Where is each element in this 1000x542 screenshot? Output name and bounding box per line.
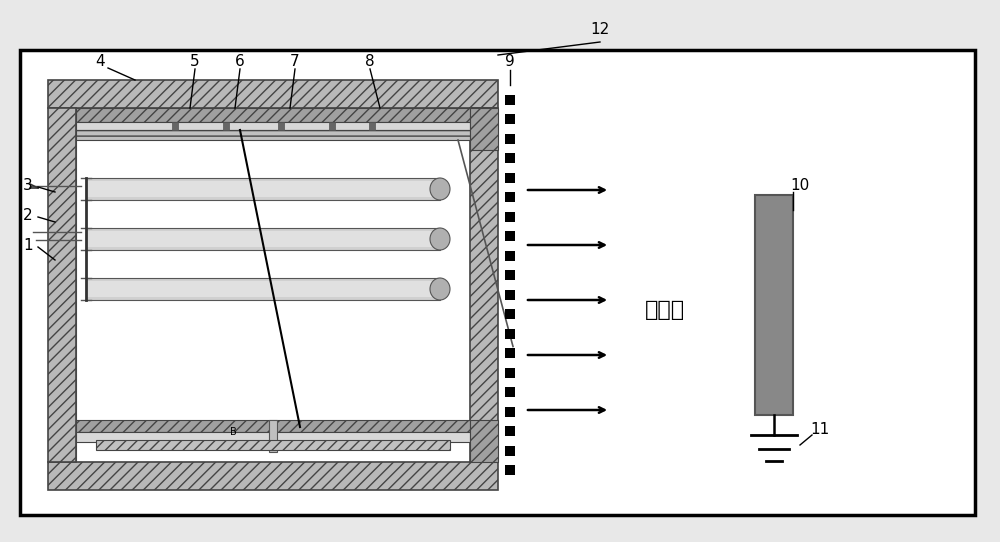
- Bar: [76, 108, 470, 122]
- Bar: [505, 114, 515, 124]
- Bar: [505, 290, 515, 300]
- Bar: [278, 122, 284, 130]
- Bar: [329, 122, 335, 130]
- Text: 9: 9: [505, 55, 515, 69]
- Bar: [48, 80, 498, 108]
- Bar: [172, 122, 178, 130]
- Bar: [755, 195, 793, 415]
- Bar: [505, 212, 515, 222]
- Text: 1: 1: [23, 237, 33, 253]
- Text: 4: 4: [95, 55, 105, 69]
- Bar: [505, 134, 515, 144]
- Text: 8: 8: [365, 55, 375, 69]
- Ellipse shape: [430, 178, 450, 200]
- Bar: [505, 465, 515, 475]
- Text: B: B: [230, 427, 237, 437]
- Bar: [505, 426, 515, 436]
- Bar: [505, 446, 515, 455]
- Bar: [470, 108, 498, 462]
- Bar: [86, 178, 440, 200]
- Bar: [269, 420, 277, 452]
- Bar: [505, 251, 515, 261]
- Bar: [223, 122, 229, 130]
- Text: 2: 2: [23, 208, 33, 223]
- Bar: [20, 50, 975, 515]
- Text: 10: 10: [790, 177, 810, 192]
- Ellipse shape: [430, 278, 450, 300]
- Bar: [505, 349, 515, 358]
- Text: 11: 11: [810, 423, 830, 437]
- Bar: [505, 173, 515, 183]
- Bar: [48, 462, 498, 490]
- Ellipse shape: [430, 228, 450, 250]
- Bar: [505, 407, 515, 417]
- Bar: [76, 108, 470, 462]
- Text: 离子束: 离子束: [645, 300, 685, 320]
- Bar: [505, 95, 515, 105]
- Bar: [505, 153, 515, 163]
- Bar: [96, 440, 450, 450]
- Text: 3: 3: [23, 177, 33, 192]
- Bar: [505, 231, 515, 241]
- Bar: [86, 228, 440, 250]
- Bar: [76, 130, 470, 140]
- Bar: [505, 270, 515, 280]
- Bar: [48, 108, 76, 462]
- Bar: [76, 432, 470, 442]
- Bar: [86, 278, 440, 300]
- Bar: [505, 192, 515, 202]
- Bar: [86, 231, 440, 247]
- Bar: [505, 329, 515, 339]
- Bar: [505, 368, 515, 378]
- Bar: [86, 281, 440, 297]
- Bar: [505, 309, 515, 319]
- Text: 5: 5: [190, 55, 200, 69]
- Bar: [368, 122, 374, 130]
- Text: 12: 12: [590, 23, 610, 37]
- Bar: [76, 420, 470, 432]
- Bar: [470, 420, 498, 462]
- Text: 6: 6: [235, 55, 245, 69]
- Bar: [470, 108, 498, 150]
- Text: 7: 7: [290, 55, 300, 69]
- Bar: [505, 388, 515, 397]
- Bar: [86, 181, 440, 197]
- Bar: [76, 122, 470, 130]
